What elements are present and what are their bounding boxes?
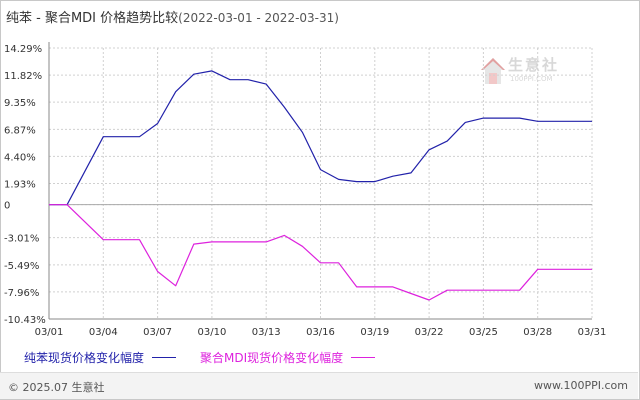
series-line-1 [49,70,592,206]
x-tick-label: 03/04 [89,327,118,338]
x-tick-label: 03/07 [143,327,172,338]
x-tick-label: 03/28 [523,327,552,338]
y-tick-label: -10.43% [4,315,46,326]
footer-copyright: © 2025.07 生意社 [8,381,105,394]
footer-bar: © 2025.07 生意社 www.100PPI.com [0,372,638,399]
chart-title: 纯苯 - 聚合MDI 价格趋势比较 [6,11,179,26]
legend-label-series1: 纯苯现货价格变化幅度 [24,351,145,365]
y-tick-label: 9.35% [4,98,36,109]
footer-site-link[interactable]: www.100PPI.com [534,379,628,392]
y-tick-label: -5.49% [4,261,39,272]
x-tick-label: 03/19 [360,327,389,338]
x-tick-label: 03/13 [252,327,281,338]
y-tick-label: -3.01% [4,234,39,245]
line-chart: 14.29% 11.82% 9.35% 6.87% 4.40% 1.93% 0 -3.01% -… [4,42,607,338]
legend-swatch-series1 [152,357,177,358]
x-tick-label: 03/16 [306,327,335,338]
watermark: 生意社 100PPI.COM [480,54,580,92]
y-tick-label: 4.40% [4,152,36,163]
x-tick-label: 03/10 [197,327,226,338]
y-tick-label: 6.87% [4,125,36,136]
chart-title-row: 纯苯 - 聚合MDI 价格趋势比较(2022-03-01 - 2022-03-3… [6,7,339,26]
x-tick-label: 03/22 [415,327,444,338]
y-tick-label: 1.93% [4,180,36,191]
x-tick-label: 03/25 [469,327,498,338]
watermark-brand: 生意社 [508,56,560,74]
legend-item-series2: 聚合MDI现货价格变化幅度 [200,349,376,366]
legend-swatch-series2 [351,357,376,358]
y-tick-label: -7.96% [4,288,39,299]
x-tick-label: 03/31 [578,327,607,338]
legend-item-series1: 纯苯现货价格变化幅度 [24,349,177,366]
series-line-2 [49,204,592,301]
legend-label-series2: 聚合MDI现货价格变化幅度 [200,351,344,365]
y-tick-label: 14.29% [4,44,42,55]
date-range: (2022-03-01 - 2022-03-31) [178,11,339,25]
y-tick-label: 0 [4,201,10,212]
y-tick-label: 11.82% [4,71,42,82]
x-tick-label: 03/01 [35,327,64,338]
watermark-url: 100PPI.COM [510,75,553,83]
